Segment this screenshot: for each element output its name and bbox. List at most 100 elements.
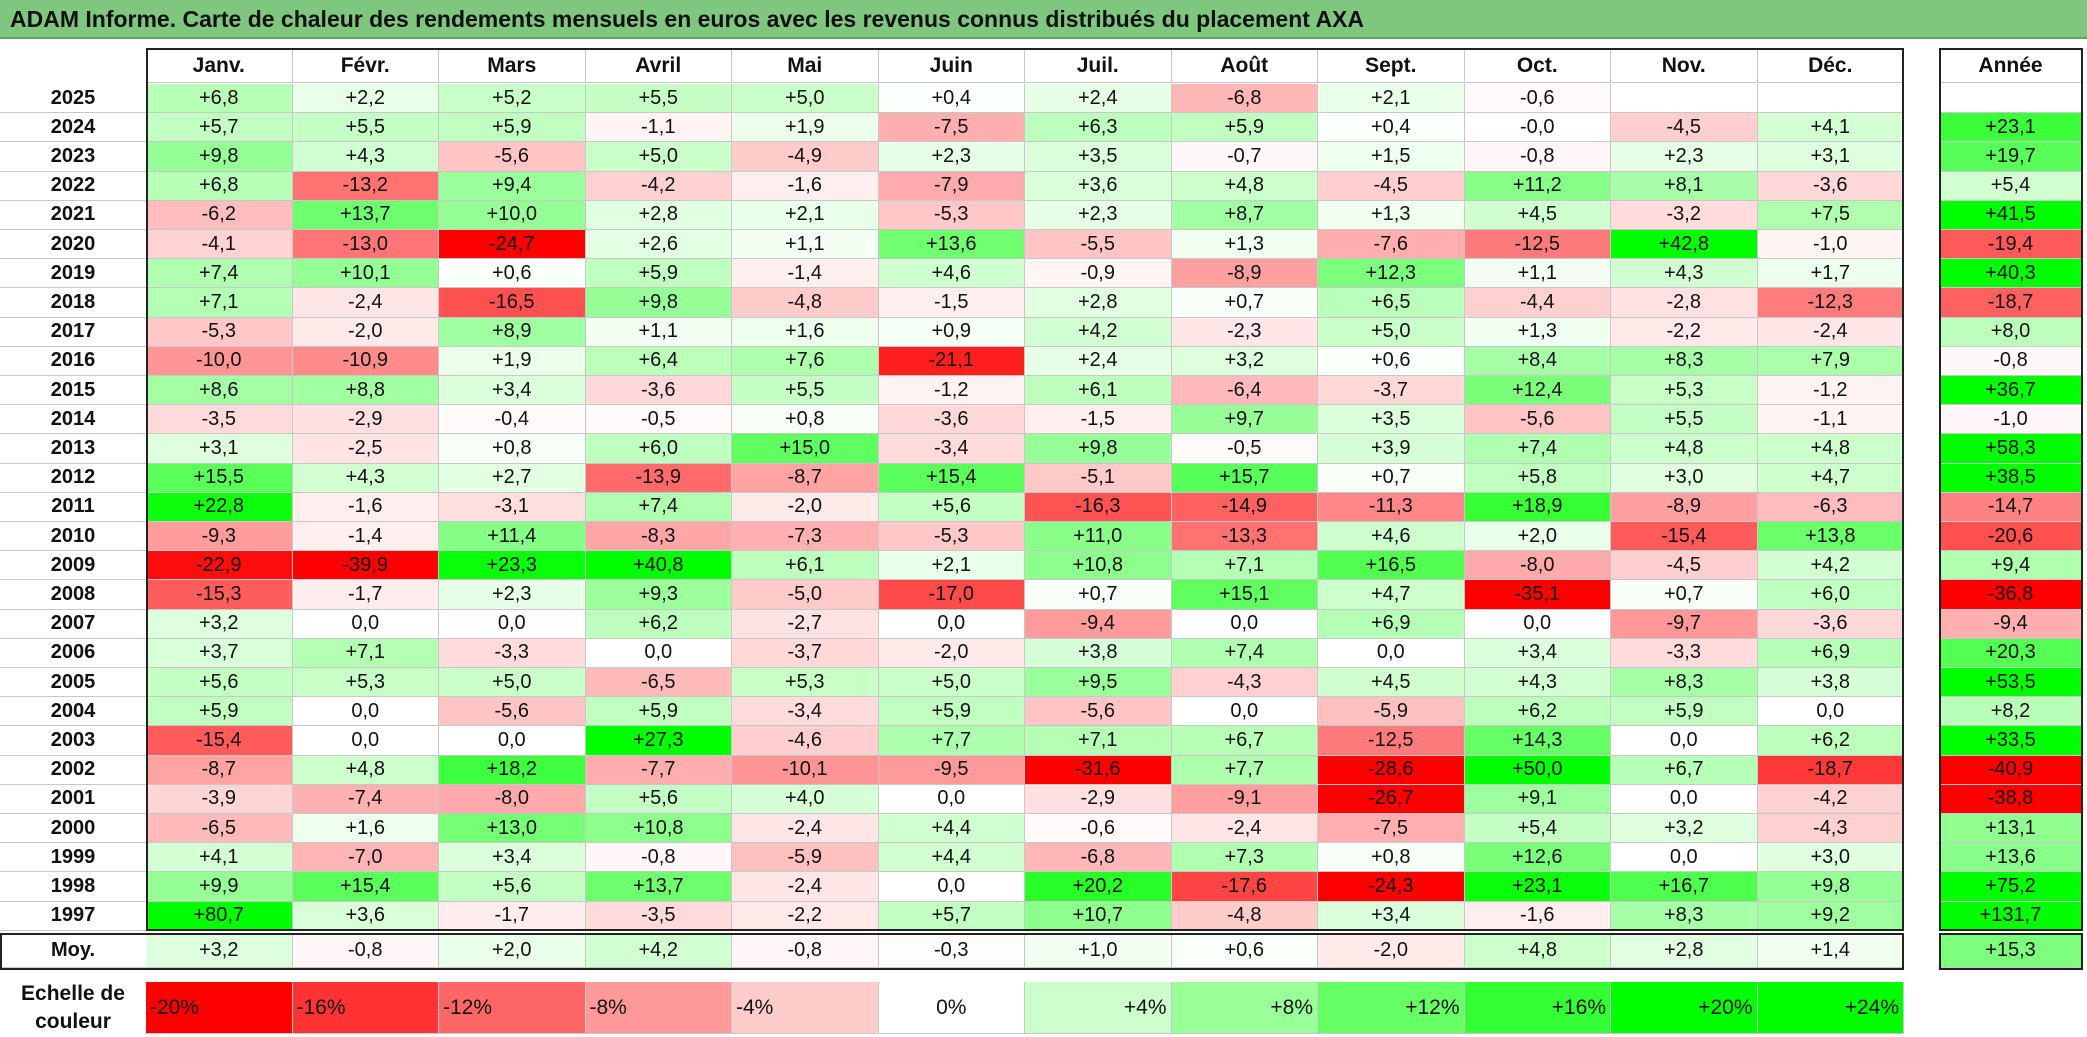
heatmap-cell: -22,9 xyxy=(146,551,293,581)
heatmap-cell: +11,0 xyxy=(1025,522,1172,552)
heatmap-cell: -2,4 xyxy=(1171,814,1318,844)
year-label: 2017 xyxy=(0,317,146,347)
heatmap-cell: +1,3 xyxy=(1171,230,1318,260)
heatmap-cell: +5,5 xyxy=(292,113,439,143)
heatmap-cell: 0,0 xyxy=(1464,609,1611,639)
heatmap-cell: -8,9 xyxy=(1611,492,1758,522)
heatmap-cell: +9,2 xyxy=(1757,901,1904,931)
heatmap-cell: +6,7 xyxy=(1171,726,1318,756)
annual-cell: -0,8 xyxy=(1939,346,2083,376)
heatmap-cell: -4,9 xyxy=(732,142,879,172)
year-label: 2015 xyxy=(0,376,146,406)
heatmap-cell: +40,8 xyxy=(585,551,732,581)
heatmap-cell: +2,7 xyxy=(439,463,586,493)
color-scale-stop: +8% xyxy=(1171,982,1318,1034)
year-label: 2004 xyxy=(0,697,146,727)
heatmap-cell: -4,5 xyxy=(1318,171,1465,201)
heatmap-cell: +4,4 xyxy=(878,843,1025,873)
heatmap-cell: -1,4 xyxy=(292,522,439,552)
heatmap-cell: -1,7 xyxy=(292,580,439,610)
heatmap-cell: +15,1 xyxy=(1171,580,1318,610)
heatmap-cell: +6,7 xyxy=(1611,755,1758,785)
heatmap-cell: -8,0 xyxy=(1464,551,1611,581)
heatmap-cell: +4,5 xyxy=(1464,200,1611,230)
year-label: 2016 xyxy=(0,346,146,376)
average-cell: -0,8 xyxy=(732,934,879,968)
heatmap-cell: +5,9 xyxy=(439,113,586,143)
heatmap-cell: +8,3 xyxy=(1611,901,1758,931)
month-header: Avril xyxy=(585,50,732,83)
heatmap-cell: +12,6 xyxy=(1464,843,1611,873)
heatmap-cell: +5,3 xyxy=(1611,376,1758,406)
heatmap-cell: +2,3 xyxy=(1025,200,1172,230)
average-cell: +2,0 xyxy=(439,934,586,968)
heatmap-cell: +7,1 xyxy=(146,288,293,318)
heatmap-cell: -2,8 xyxy=(1611,288,1758,318)
heatmap-cell: +3,0 xyxy=(1757,843,1904,873)
heatmap-cell: -12,5 xyxy=(1318,726,1465,756)
heatmap-cell: +1,7 xyxy=(1757,259,1904,289)
heatmap-cell: -35,1 xyxy=(1464,580,1611,610)
heatmap-cell: -4,3 xyxy=(1171,668,1318,698)
color-scale-stop: +16% xyxy=(1464,982,1611,1034)
heatmap-cell: -7,7 xyxy=(585,755,732,785)
heatmap-cell xyxy=(1611,84,1758,114)
heatmap-cell: +0,6 xyxy=(439,259,586,289)
heatmap-cell: +42,8 xyxy=(1611,230,1758,260)
heatmap-cell: 0,0 xyxy=(292,697,439,727)
heatmap-cell: 0,0 xyxy=(1318,638,1465,668)
heatmap-cell: +3,1 xyxy=(1757,142,1904,172)
heatmap-cell: +5,6 xyxy=(146,668,293,698)
heatmap-cell: -10,0 xyxy=(146,346,293,376)
annual-cell: +41,5 xyxy=(1939,200,2083,230)
year-label: 2002 xyxy=(0,755,146,785)
heatmap-cell: +0,8 xyxy=(1318,843,1465,873)
heatmap-cell: -14,9 xyxy=(1171,492,1318,522)
heatmap-cell: +5,5 xyxy=(1611,405,1758,435)
average-cell: +1,0 xyxy=(1025,934,1172,968)
year-label: 2018 xyxy=(0,288,146,318)
heatmap-cell: +5,9 xyxy=(1171,113,1318,143)
heatmap-cell: +5,0 xyxy=(585,142,732,172)
heatmap-cell: -17,6 xyxy=(1171,872,1318,902)
heatmap-cell: -2,0 xyxy=(732,492,879,522)
heatmap-cell: +0,8 xyxy=(439,434,586,464)
heatmap-cell: +4,7 xyxy=(1318,580,1465,610)
heatmap-cell: +7,1 xyxy=(1171,551,1318,581)
title-bar: ADAM Informe. Carte de chaleur des rende… xyxy=(0,0,2087,39)
heatmap-cell: +4,6 xyxy=(878,259,1025,289)
heatmap-cell: +5,6 xyxy=(878,492,1025,522)
heatmap-cell: -5,6 xyxy=(1025,697,1172,727)
annual-cell: +19,7 xyxy=(1939,142,2083,172)
heatmap-cell: -6,3 xyxy=(1757,492,1904,522)
heatmap-cell: -16,3 xyxy=(1025,492,1172,522)
heatmap-cell: +6,1 xyxy=(732,551,879,581)
month-header: Sept. xyxy=(1318,50,1465,83)
heatmap-cell: +5,6 xyxy=(439,872,586,902)
year-label: 2014 xyxy=(0,405,146,435)
year-label: 2023 xyxy=(0,142,146,172)
heatmap-cell: +3,7 xyxy=(146,638,293,668)
heatmap-cell: -5,6 xyxy=(1464,405,1611,435)
heatmap-cell: +10,0 xyxy=(439,200,586,230)
heatmap-cell: +6,2 xyxy=(1757,726,1904,756)
heatmap-cell: +5,2 xyxy=(439,84,586,114)
heatmap-cell: -5,6 xyxy=(439,142,586,172)
month-header: Mars xyxy=(439,50,586,83)
heatmap-cell: +8,8 xyxy=(292,376,439,406)
heatmap-cell: -2,0 xyxy=(292,317,439,347)
color-scale-stop: -8% xyxy=(585,982,732,1034)
heatmap-cell: +8,3 xyxy=(1611,346,1758,376)
heatmap-cell: +2,3 xyxy=(878,142,1025,172)
heatmap-cell: -7,3 xyxy=(732,522,879,552)
average-cell: +2,8 xyxy=(1611,934,1758,968)
month-header: Nov. xyxy=(1611,50,1758,83)
average-cell: -0,3 xyxy=(878,934,1025,968)
heatmap-cell: +3,2 xyxy=(146,609,293,639)
heatmap-cell: +10,8 xyxy=(585,814,732,844)
annual-cell: +5,4 xyxy=(1939,171,2083,201)
heatmap-cell: -24,7 xyxy=(439,230,586,260)
average-cell: +3,2 xyxy=(146,934,293,968)
year-label: 2020 xyxy=(0,230,146,260)
heatmap-cell: -3,1 xyxy=(439,492,586,522)
